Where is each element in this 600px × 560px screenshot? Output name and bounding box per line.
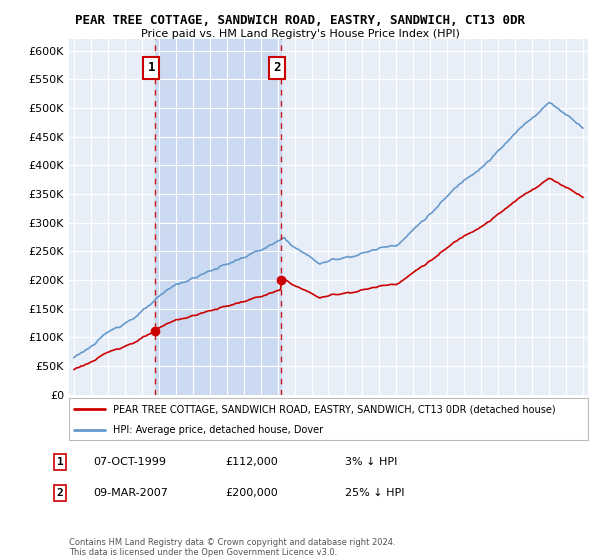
Text: PEAR TREE COTTAGE, SANDWICH ROAD, EASTRY, SANDWICH, CT13 0DR (detached house): PEAR TREE COTTAGE, SANDWICH ROAD, EASTRY… xyxy=(113,404,556,414)
Text: 1: 1 xyxy=(148,62,155,74)
Text: 1: 1 xyxy=(56,457,64,467)
Text: 09-MAR-2007: 09-MAR-2007 xyxy=(93,488,168,498)
Text: 25% ↓ HPI: 25% ↓ HPI xyxy=(345,488,404,498)
Text: PEAR TREE COTTAGE, SANDWICH ROAD, EASTRY, SANDWICH, CT13 0DR: PEAR TREE COTTAGE, SANDWICH ROAD, EASTRY… xyxy=(75,14,525,27)
Text: £200,000: £200,000 xyxy=(225,488,278,498)
Bar xyxy=(155,39,281,395)
Text: HPI: Average price, detached house, Dover: HPI: Average price, detached house, Dove… xyxy=(113,426,323,435)
Text: 2: 2 xyxy=(274,62,281,74)
Text: 3% ↓ HPI: 3% ↓ HPI xyxy=(345,457,397,467)
Text: 2: 2 xyxy=(56,488,64,498)
Text: 07-OCT-1999: 07-OCT-1999 xyxy=(93,457,166,467)
Text: Contains HM Land Registry data © Crown copyright and database right 2024.
This d: Contains HM Land Registry data © Crown c… xyxy=(69,538,395,557)
Text: £112,000: £112,000 xyxy=(225,457,278,467)
Text: Price paid vs. HM Land Registry's House Price Index (HPI): Price paid vs. HM Land Registry's House … xyxy=(140,29,460,39)
